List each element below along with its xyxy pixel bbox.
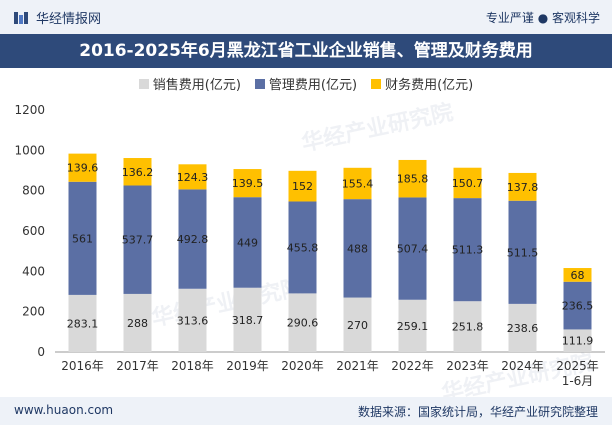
data-label-finance: 139.6	[67, 162, 99, 175]
x-tick-label: 2019年	[226, 359, 269, 373]
top-bar: 华经情报网 专业严谨 ● 客观科学	[0, 0, 612, 34]
x-tick-label: 2023年	[446, 359, 489, 373]
bar-sales	[178, 288, 207, 352]
bar-management	[398, 197, 427, 300]
bar-finance	[453, 167, 482, 199]
bar-finance	[343, 167, 372, 200]
footer: www.huaon.com 数据来源：国家统计局，华经产业研究院整理	[0, 397, 612, 425]
data-label-sales: 313.6	[177, 314, 209, 327]
bar-management	[288, 201, 317, 294]
legend-swatch-management	[254, 78, 265, 89]
bar-finance	[233, 169, 262, 198]
bar-finance	[123, 158, 152, 186]
data-label-management: 511.3	[452, 244, 484, 257]
bar-sales	[563, 329, 592, 352]
bar-sales	[508, 303, 537, 352]
legend-label-sales: 销售费用(亿元)	[152, 78, 241, 93]
bar-finance	[398, 159, 427, 198]
bar-management	[233, 197, 262, 288]
data-label-sales: 288	[127, 317, 148, 330]
legend-label-management: 管理费用(亿元)	[268, 78, 358, 93]
legend-item-finance: 财务费用(亿元)	[371, 74, 473, 93]
bar-sales	[398, 299, 427, 352]
header-tagline: 专业严谨 ● 客观科学	[485, 11, 600, 25]
bar-finance	[288, 170, 317, 202]
data-label-finance: 139.5	[232, 177, 264, 190]
footer-source: 数据来源：国家统计局，华经产业研究院整理	[357, 405, 598, 419]
bar-sales	[288, 293, 317, 352]
data-label-finance: 185.8	[397, 173, 429, 186]
data-label-management: 455.8	[287, 241, 319, 254]
bar-finance	[563, 268, 592, 282]
legend-label-finance: 财务费用(亿元)	[385, 78, 474, 93]
bar-management	[343, 199, 372, 298]
x-tick-label: 2024年	[501, 359, 544, 373]
data-label-sales: 270	[347, 319, 368, 332]
legend-item-sales: 销售费用(亿元)	[138, 74, 241, 93]
data-label-management: 507.4	[397, 243, 429, 256]
x-tick-label: 2016年	[61, 359, 104, 373]
x-tick-label: 2021年	[336, 359, 379, 373]
data-label-sales: 259.1	[397, 320, 429, 333]
x-tick-label: 2025年	[556, 359, 599, 373]
data-label-finance: 152	[292, 180, 313, 193]
bar-management	[68, 181, 97, 295]
data-label-management: 511.5	[507, 246, 539, 259]
legend-item-management: 管理费用(亿元)	[254, 74, 358, 93]
data-label-management: 488	[347, 242, 368, 255]
x-tick-label: 2020年	[281, 359, 324, 373]
brand[interactable]: 华经情报网	[12, 8, 101, 27]
data-label-management: 449	[237, 236, 258, 249]
bar-management	[178, 189, 207, 289]
data-label-finance: 124.3	[177, 171, 209, 184]
bar-sales	[123, 293, 152, 352]
data-label-management: 236.5	[562, 300, 594, 313]
data-label-finance: 137.8	[507, 181, 539, 194]
bar-finance	[178, 164, 207, 190]
bar-sales	[453, 301, 482, 352]
data-label-sales: 283.1	[67, 317, 99, 330]
bar-sales	[343, 297, 372, 352]
chart-title: 2016-2025年6月黑龙江省工业企业销售、管理及财务费用	[0, 34, 612, 68]
data-label-sales: 290.6	[287, 317, 319, 330]
bar-finance	[68, 153, 97, 182]
bar-management	[453, 198, 482, 302]
x-tick-label: 2022年	[391, 359, 434, 373]
bar-management	[563, 281, 592, 330]
bar-management	[123, 185, 152, 294]
bar-management	[508, 200, 537, 304]
stacked-bar-chart: 0 200 400 600 800 1000 1200 283.1 561 139.6 2016年 2…	[14, 103, 605, 388]
bar-finance	[508, 172, 537, 201]
data-label-sales: 251.8	[452, 321, 484, 334]
y-tick-label: 1000	[14, 143, 45, 157]
data-label-finance: 150.7	[452, 177, 484, 190]
legend-swatch-sales	[138, 78, 149, 89]
data-label-management: 537.7	[122, 234, 154, 247]
footer-website-link[interactable]: www.huaon.com	[14, 403, 114, 417]
legend-swatch-finance	[371, 78, 382, 89]
x-tick-label: 1-6月	[562, 374, 594, 388]
chart-legend: 销售费用(亿元) 管理费用(亿元) 财务费用(亿元)	[0, 74, 612, 93]
data-label-sales: 111.9	[562, 335, 594, 348]
x-tick-label: 2018年	[171, 359, 214, 373]
data-label-management: 492.8	[177, 233, 209, 246]
y-tick-label: 400	[22, 264, 45, 278]
y-tick-label: 0	[37, 345, 45, 359]
data-label-finance: 136.2	[122, 166, 154, 179]
data-label-finance: 155.4	[342, 177, 374, 190]
brand-name: 华经情报网	[36, 12, 102, 27]
x-tick-label: 2017年	[116, 359, 159, 373]
y-tick-label: 1200	[14, 103, 45, 117]
bar-sales	[68, 294, 97, 352]
data-label-finance: 68	[571, 269, 585, 282]
y-tick-label: 200	[22, 305, 45, 319]
bar-sales	[233, 287, 262, 352]
brand-logo-icon	[14, 11, 28, 24]
y-tick-label: 800	[22, 184, 45, 198]
y-tick-label: 600	[22, 224, 45, 238]
data-label-management: 561	[72, 232, 93, 245]
data-label-sales: 318.7	[232, 314, 264, 327]
data-label-sales: 238.6	[507, 322, 539, 335]
